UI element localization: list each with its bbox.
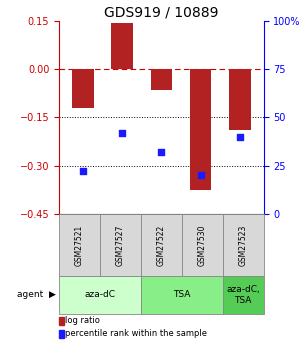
- Bar: [151, 69, 172, 90]
- Text: TSA: TSA: [173, 290, 191, 299]
- Text: GSM27530: GSM27530: [198, 224, 207, 266]
- Text: percentile rank within the sample: percentile rank within the sample: [65, 329, 207, 338]
- Text: log ratio: log ratio: [65, 316, 100, 325]
- Title: GDS919 / 10889: GDS919 / 10889: [104, 6, 218, 20]
- Point: [120, 130, 125, 136]
- Point: [238, 134, 242, 139]
- Text: GSM27522: GSM27522: [157, 224, 166, 266]
- Bar: [111, 23, 133, 69]
- Text: aza-dC,
TSA: aza-dC, TSA: [226, 285, 260, 305]
- Point: [80, 169, 85, 174]
- Text: GSM27523: GSM27523: [239, 224, 248, 266]
- Text: GSM27527: GSM27527: [116, 224, 125, 266]
- Bar: [229, 69, 251, 130]
- Text: aza-dC: aza-dC: [85, 290, 115, 299]
- Point: [159, 149, 164, 155]
- Bar: [72, 69, 94, 108]
- Point: [198, 172, 203, 178]
- Bar: [190, 69, 211, 190]
- Text: agent  ▶: agent ▶: [17, 290, 56, 299]
- Text: GSM27521: GSM27521: [75, 224, 84, 266]
